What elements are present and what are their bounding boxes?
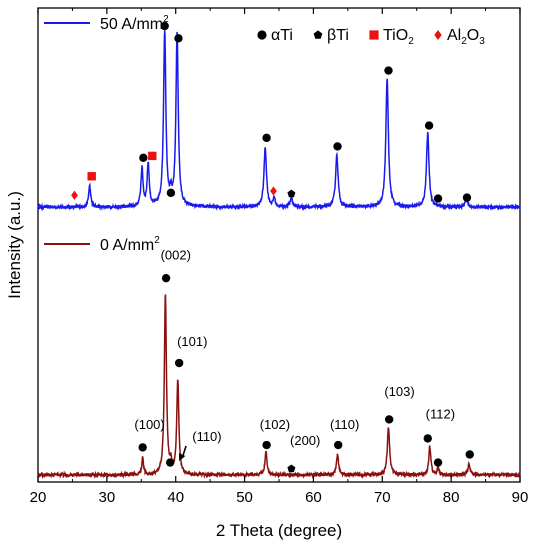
peak-marker-circle (174, 34, 183, 43)
miller-index-label: (110) (330, 417, 359, 432)
peak-marker-circle (139, 153, 148, 162)
peak-marker-circle (424, 121, 434, 130)
peak-marker-diamond (71, 190, 78, 200)
series-line-1 (37, 294, 521, 480)
legend-label: βTi (327, 27, 349, 44)
x-tick-label: 80 (443, 489, 460, 506)
peak-marker-circle (174, 358, 184, 368)
peak-marker-circle (262, 133, 271, 143)
peak-marker-circle (138, 443, 147, 452)
x-tick-label: 40 (167, 489, 184, 506)
legend-symbol-diamond (434, 29, 442, 41)
x-tick-label: 70 (374, 489, 391, 506)
annotation-arrow-head (178, 453, 186, 462)
series-legend-label: 0 A/mm2 (100, 235, 160, 254)
peak-marker-pentagon (287, 464, 296, 473)
peak-marker-circle (166, 188, 176, 198)
peak-marker-pentagon (287, 189, 296, 198)
x-axis-title: 2 Theta (degree) (216, 521, 342, 540)
x-tick-label: 60 (305, 489, 322, 506)
miller-index-label: (002) (161, 248, 191, 263)
legend-label: TiO2 (383, 27, 414, 47)
legend-label: Al2O3 (447, 27, 485, 47)
series-legend-label: 50 A/mm2 (100, 14, 169, 33)
miller-index-label: (110) (192, 429, 221, 444)
peak-marker-square (87, 172, 96, 181)
peak-marker-circle (161, 273, 171, 283)
peak-marker-square (148, 151, 157, 161)
peak-marker-circle (462, 193, 472, 202)
peak-marker-circle (433, 458, 443, 467)
x-tick-label: 90 (512, 489, 529, 506)
peak-marker-circle (262, 440, 271, 450)
peak-marker-circle (465, 450, 474, 459)
miller-index-label: (200) (290, 433, 320, 448)
legend-symbol-pentagon (313, 30, 323, 39)
peak-marker-circle (166, 458, 175, 467)
series-line-0 (37, 30, 521, 212)
miller-index-label: (100) (134, 417, 164, 432)
x-tick-label: 50 (236, 489, 253, 506)
miller-index-label: (102) (260, 417, 290, 432)
peak-marker-diamond (270, 186, 277, 196)
miller-index-label: (101) (177, 334, 207, 349)
legend-label: αTi (271, 27, 293, 44)
x-tick-label: 20 (30, 489, 47, 506)
peak-marker-circle (160, 21, 169, 31)
peak-marker-circle (334, 440, 343, 450)
legend-symbol-square (369, 30, 379, 40)
legend-symbol-circle (257, 30, 267, 40)
peak-marker-circle (384, 415, 394, 424)
peak-marker-circle (423, 434, 432, 443)
miller-index-label: (112) (426, 406, 455, 421)
x-tick-label: 30 (99, 489, 116, 506)
miller-index-label: (103) (384, 384, 414, 399)
y-axis-title: Intensity (a.u.) (5, 191, 24, 299)
peak-marker-circle (384, 66, 393, 75)
peak-marker-circle (433, 194, 443, 203)
peak-marker-circle (333, 142, 342, 151)
